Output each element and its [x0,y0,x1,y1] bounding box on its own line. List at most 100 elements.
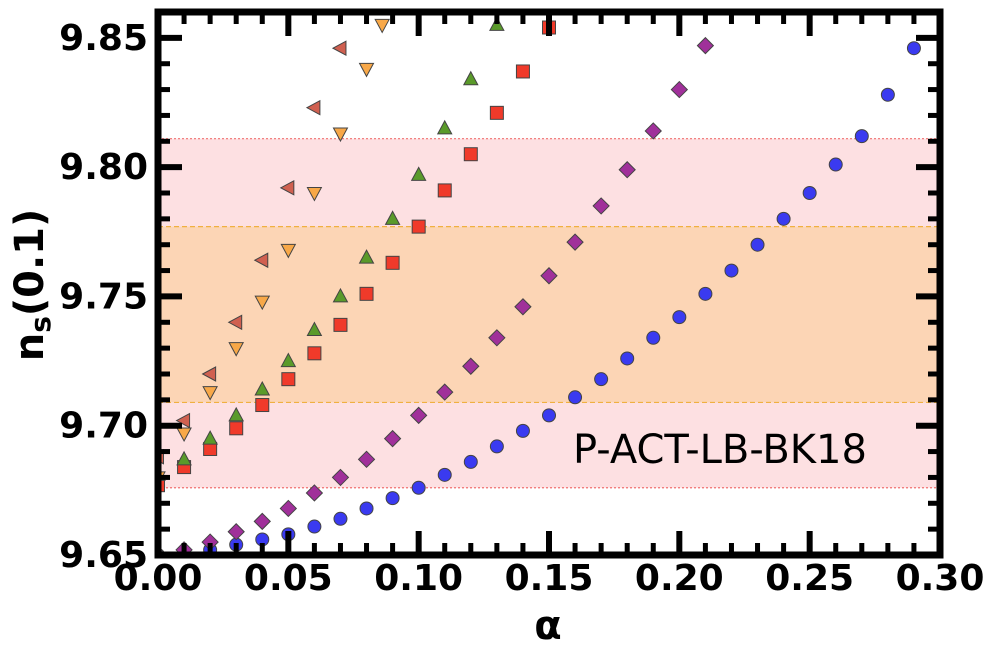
x-axis-label: α [534,603,561,649]
x-tick-label: 0.15 [505,558,594,599]
marker [280,352,297,368]
marker [620,351,635,366]
y-tick-label: 9.75 [59,276,148,317]
marker [542,408,556,423]
x-tick-label: 0.25 [765,558,854,599]
marker [411,480,426,495]
y-label-sub: s [24,316,57,333]
marker [357,450,376,469]
marker [333,317,348,332]
marker [374,18,391,34]
marker [437,467,452,482]
marker [254,295,271,311]
marker [540,267,558,285]
marker [383,429,402,448]
marker [229,421,244,436]
x-tick-label: 0.30 [896,558,985,599]
marker [750,237,765,252]
x-tick-label: 0.20 [635,558,724,599]
marker [201,366,217,382]
marker [281,372,296,387]
marker [436,383,454,401]
x-tick-label: 0.00 [114,558,203,599]
marker [176,427,192,443]
marker [906,41,921,56]
marker [618,161,636,179]
marker [331,40,347,57]
y-axis-label: ns(0.1) [7,209,57,362]
marker [409,406,428,425]
marker [228,342,245,357]
marker [696,36,715,55]
marker [176,450,192,466]
y-tick-label: 9.65 [59,535,148,576]
marker [279,499,298,518]
marker [515,64,530,79]
marker [672,310,687,325]
y-tick-label: 9.85 [59,18,148,59]
x-tick-label: 0.05 [244,558,333,599]
marker [332,287,349,303]
y-tick-label: 9.70 [59,406,148,447]
marker [227,314,243,331]
marker [880,87,895,102]
marker [202,386,218,401]
marker [358,249,375,264]
marker [280,243,297,259]
marker [463,147,478,162]
marker [644,122,662,140]
marker [359,501,374,516]
marker [385,255,400,270]
y-tick-label: 9.80 [59,147,148,188]
marker [489,439,504,454]
marker [333,511,348,526]
marker [462,70,479,86]
marker [724,263,739,278]
marker [332,127,349,143]
marker [306,187,323,202]
marker [854,129,869,144]
marker [307,346,322,361]
marker [802,186,817,200]
marker [384,210,401,225]
marker [594,372,609,387]
marker [592,197,610,215]
marker [698,286,713,301]
marker [331,468,350,487]
marker [514,298,532,316]
marker [279,179,295,196]
marker [515,423,530,438]
marker [202,430,218,445]
marker [670,80,689,99]
marker [828,157,843,172]
marker [410,166,427,181]
marker [359,286,374,301]
marker [253,252,269,269]
marker [306,321,323,337]
marker [255,398,270,413]
marker [489,105,504,120]
y-label-base: n [7,333,53,361]
marker [463,454,478,469]
marker [228,406,245,422]
marker [437,183,452,198]
marker [307,519,322,534]
marker [436,119,453,135]
marker [646,330,661,345]
marker [175,412,191,429]
axis-layer: 0.00 0.05 0.10 0.15 0.20 0.25 0.30 9.65 9.70 9.75… [59,8,985,599]
marker [488,329,506,347]
marker [462,357,480,375]
marker [411,219,426,234]
marker [566,233,584,251]
marker [358,62,375,78]
marker [568,390,583,405]
marker [385,491,400,506]
marker [253,512,271,531]
x-tick-label: 0.10 [374,558,463,599]
marker [776,211,791,226]
marker [305,484,324,502]
marker [305,99,321,116]
band [158,226,940,403]
